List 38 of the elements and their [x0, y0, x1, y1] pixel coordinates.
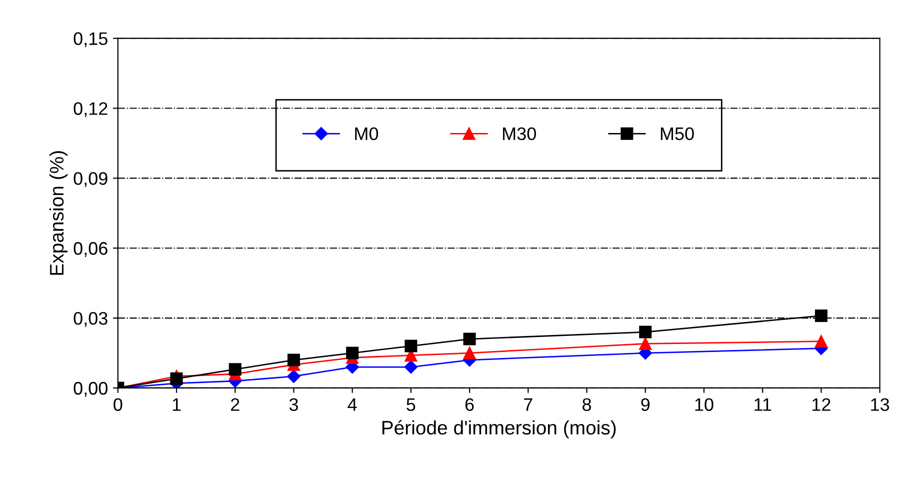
point	[170, 372, 183, 385]
x-tick-label: 11	[754, 398, 772, 411]
x-tick-label: 10	[695, 398, 714, 411]
x-tick-label: 7	[524, 398, 532, 411]
y-tick-label: 0,09	[74, 172, 108, 188]
point	[639, 326, 652, 338]
legend-label: M30	[503, 127, 536, 140]
point	[814, 309, 828, 322]
x-tick-label: 0	[114, 398, 122, 411]
x-axis-title: Période d'immersion (mois)	[382, 420, 616, 438]
y-axis-title: Expansion (%)	[49, 151, 68, 275]
x-tick-label: 1	[172, 398, 181, 411]
x-tick-label: 9	[641, 398, 650, 411]
x-tick-label: 12	[812, 398, 830, 411]
y-tick-label: 0,06	[74, 242, 108, 257]
point	[463, 332, 476, 346]
point	[287, 370, 300, 383]
x-tick-label: 4	[348, 398, 357, 411]
point	[228, 363, 242, 376]
point	[463, 346, 476, 360]
x-tick-label: 13	[871, 398, 890, 411]
x-tick-label: 3	[289, 398, 298, 411]
y-tick-label: 0,03	[74, 312, 108, 327]
point	[404, 340, 418, 352]
x-tick-label: 6	[465, 398, 474, 411]
legend-label: M50	[660, 127, 694, 140]
legend-label: M0	[355, 127, 378, 140]
y-tick-label: 0,12	[74, 102, 108, 118]
x-tick-label: 2	[231, 398, 240, 411]
point	[404, 360, 418, 374]
y-tick-label: 0,15	[74, 32, 108, 48]
point	[639, 337, 652, 350]
y-tick-label: 0,00	[74, 382, 108, 397]
point	[814, 335, 828, 348]
point	[346, 346, 359, 360]
x-tick-label: 8	[582, 398, 591, 411]
x-tick-label: 5	[406, 398, 416, 411]
point	[287, 354, 300, 366]
